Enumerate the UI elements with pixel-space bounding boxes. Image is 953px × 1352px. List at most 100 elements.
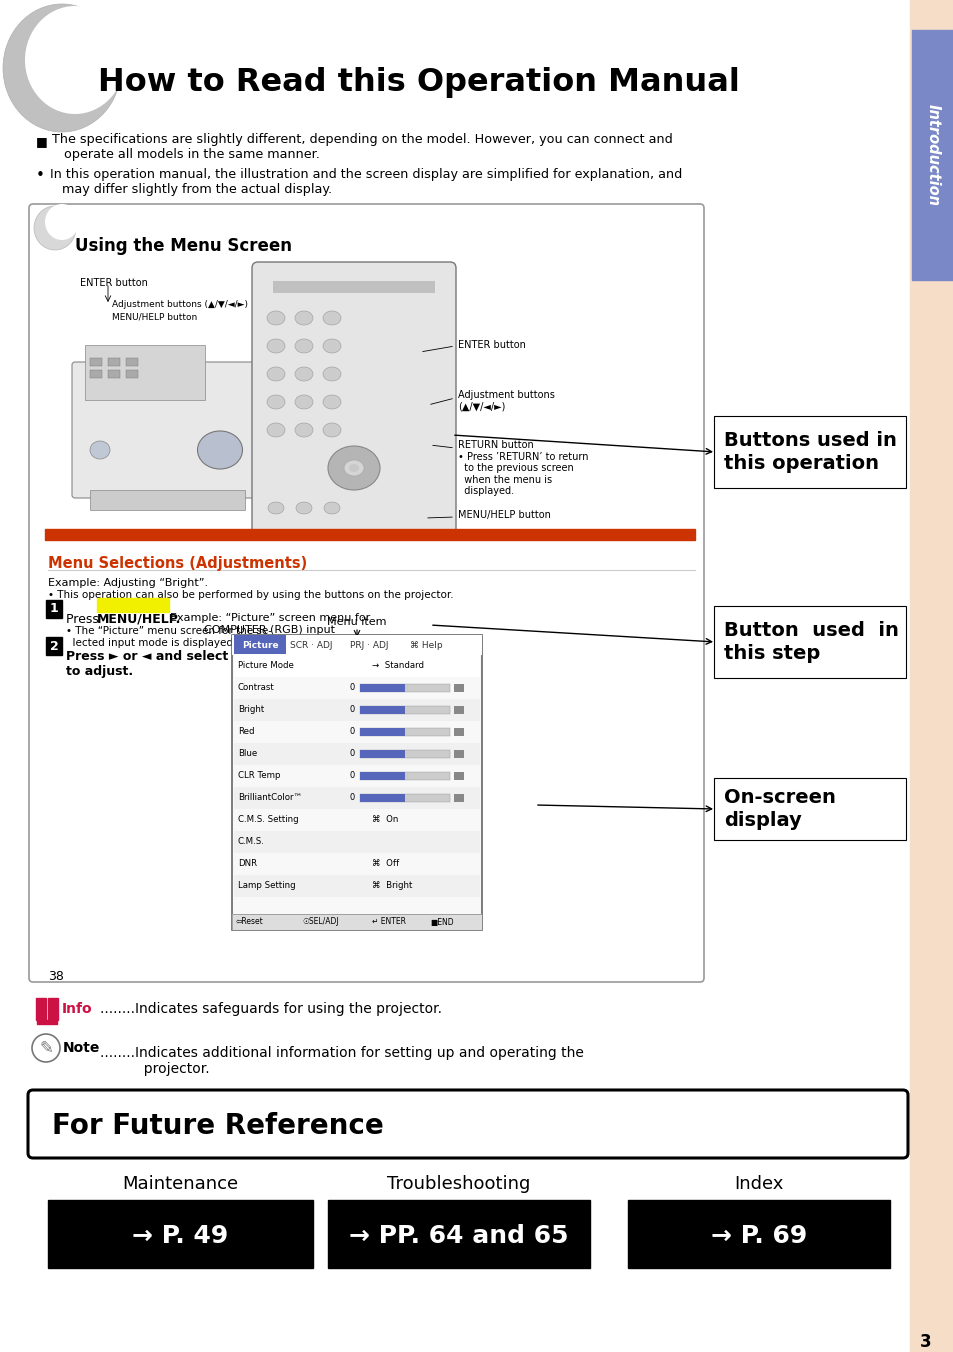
Bar bbox=[233, 875, 479, 896]
Text: Adjustment buttons
(▲/▼/◄/►): Adjustment buttons (▲/▼/◄/►) bbox=[457, 389, 555, 411]
Text: →  Standard: → Standard bbox=[372, 661, 423, 671]
Bar bbox=[48, 998, 58, 1019]
Text: ■END: ■END bbox=[430, 918, 453, 926]
Bar bbox=[233, 654, 479, 677]
Ellipse shape bbox=[323, 423, 340, 437]
Ellipse shape bbox=[268, 502, 284, 514]
Ellipse shape bbox=[294, 311, 313, 324]
Text: Contrast: Contrast bbox=[237, 684, 274, 692]
Text: 0: 0 bbox=[350, 706, 355, 714]
Text: C.M.S.: C.M.S. bbox=[237, 837, 265, 846]
Bar bbox=[232, 635, 481, 930]
Bar bbox=[359, 750, 405, 758]
Text: Menu item: Menu item bbox=[327, 617, 386, 627]
Bar bbox=[37, 1019, 57, 1023]
Text: 3: 3 bbox=[920, 1333, 931, 1351]
Bar bbox=[359, 684, 405, 692]
Ellipse shape bbox=[324, 502, 339, 514]
Bar bbox=[45, 529, 695, 539]
Text: Using the Menu Screen: Using the Menu Screen bbox=[75, 237, 292, 256]
Ellipse shape bbox=[25, 5, 125, 114]
Bar bbox=[359, 727, 405, 735]
Bar bbox=[359, 706, 450, 714]
Bar bbox=[233, 699, 479, 721]
Text: CLR Temp: CLR Temp bbox=[237, 772, 280, 780]
Text: MENU/HELP button: MENU/HELP button bbox=[457, 510, 550, 521]
Text: • The “Picture” menu screen for the se-
  lected input mode is displayed.: • The “Picture” menu screen for the se- … bbox=[66, 626, 272, 648]
Text: Example: “Picture” screen menu for
COMPUTER (RGB) input: Example: “Picture” screen menu for COMPU… bbox=[170, 612, 370, 634]
Ellipse shape bbox=[267, 339, 285, 353]
Ellipse shape bbox=[323, 339, 340, 353]
Text: ⌘  Off: ⌘ Off bbox=[372, 860, 398, 868]
Text: Picture Mode: Picture Mode bbox=[237, 661, 294, 671]
Text: SCR · ADJ: SCR · ADJ bbox=[290, 641, 333, 649]
Bar bbox=[454, 684, 463, 692]
Bar bbox=[233, 744, 479, 765]
Bar bbox=[232, 914, 481, 930]
Ellipse shape bbox=[267, 366, 285, 381]
FancyBboxPatch shape bbox=[713, 606, 905, 677]
Text: Introduction: Introduction bbox=[924, 104, 940, 206]
Text: MENU/HELP.: MENU/HELP. bbox=[97, 612, 181, 625]
Text: Press: Press bbox=[66, 612, 103, 626]
Ellipse shape bbox=[294, 366, 313, 381]
Text: Menu Selections (Adjustments): Menu Selections (Adjustments) bbox=[48, 556, 307, 571]
Bar bbox=[454, 727, 463, 735]
Ellipse shape bbox=[323, 366, 340, 381]
Ellipse shape bbox=[267, 395, 285, 410]
Text: 0: 0 bbox=[350, 772, 355, 780]
Ellipse shape bbox=[295, 502, 312, 514]
Ellipse shape bbox=[267, 423, 285, 437]
Bar bbox=[48, 1201, 313, 1268]
Text: → P. 69: → P. 69 bbox=[710, 1224, 806, 1248]
Text: Press ► or ◄ and select “Picture”
to adjust.: Press ► or ◄ and select “Picture” to adj… bbox=[66, 650, 298, 677]
Text: Maintenance: Maintenance bbox=[122, 1175, 238, 1192]
Text: Note: Note bbox=[63, 1041, 100, 1055]
Bar bbox=[454, 772, 463, 780]
FancyBboxPatch shape bbox=[71, 362, 263, 498]
Bar bbox=[359, 772, 450, 780]
Text: → PP. 64 and 65: → PP. 64 and 65 bbox=[349, 1224, 568, 1248]
Bar bbox=[627, 1201, 889, 1268]
Text: BrilliantColor™: BrilliantColor™ bbox=[237, 794, 302, 803]
FancyBboxPatch shape bbox=[28, 1090, 907, 1159]
Text: •: • bbox=[36, 168, 45, 183]
Text: ⌘ Help: ⌘ Help bbox=[410, 641, 442, 649]
Ellipse shape bbox=[45, 204, 79, 241]
Text: DNR: DNR bbox=[237, 860, 257, 868]
Text: Index: Index bbox=[734, 1175, 782, 1192]
Text: How to Read this Operation Manual: How to Read this Operation Manual bbox=[98, 68, 740, 99]
Text: Button  used  in
this step: Button used in this step bbox=[723, 621, 898, 664]
Bar bbox=[46, 637, 62, 654]
Bar bbox=[454, 750, 463, 758]
Text: ☉SEL/ADJ: ☉SEL/ADJ bbox=[302, 918, 338, 926]
Text: ✎: ✎ bbox=[39, 1038, 52, 1057]
Text: On-screen
display: On-screen display bbox=[723, 788, 835, 830]
Text: Info: Info bbox=[62, 1002, 92, 1015]
Text: RETURN button
• Press ’RETURN’ to return
  to the previous screen
  when the men: RETURN button • Press ’RETURN’ to return… bbox=[457, 439, 588, 496]
Ellipse shape bbox=[34, 206, 76, 250]
Text: ⇦Reset: ⇦Reset bbox=[235, 918, 263, 926]
Text: Bright: Bright bbox=[237, 706, 264, 714]
Bar bbox=[454, 706, 463, 714]
Bar bbox=[911, 30, 953, 280]
Text: Lamp Setting: Lamp Setting bbox=[237, 882, 295, 891]
Text: PRJ · ADJ: PRJ · ADJ bbox=[350, 641, 388, 649]
FancyBboxPatch shape bbox=[252, 262, 456, 534]
Text: 1: 1 bbox=[50, 603, 58, 615]
Text: ENTER button: ENTER button bbox=[80, 279, 148, 288]
Text: ⌘  On: ⌘ On bbox=[372, 815, 398, 825]
Bar bbox=[233, 831, 479, 853]
Ellipse shape bbox=[294, 423, 313, 437]
Bar bbox=[46, 600, 62, 618]
Bar bbox=[126, 370, 138, 379]
Text: 0: 0 bbox=[350, 684, 355, 692]
Ellipse shape bbox=[294, 339, 313, 353]
Text: • This operation can also be performed by using the buttons on the projector.: • This operation can also be performed b… bbox=[48, 589, 453, 600]
Bar bbox=[359, 750, 450, 758]
Ellipse shape bbox=[349, 464, 358, 472]
Bar bbox=[90, 370, 102, 379]
Text: Blue: Blue bbox=[237, 749, 257, 758]
Bar bbox=[359, 706, 405, 714]
Bar bbox=[126, 358, 138, 366]
